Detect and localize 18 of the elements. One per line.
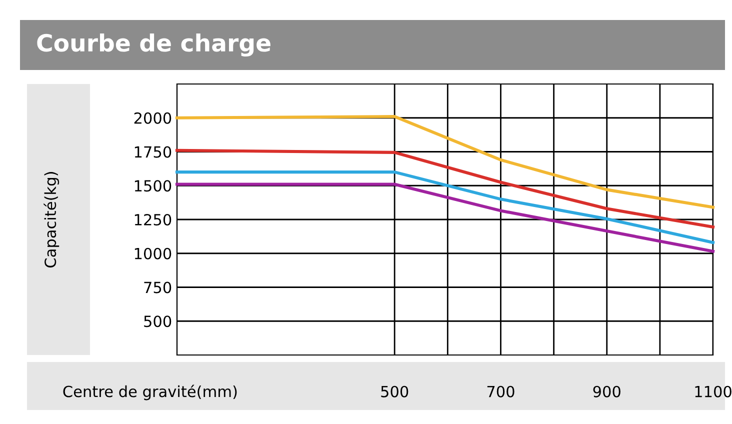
- y-tick-label: 1250: [134, 214, 172, 226]
- y-tick-label: 500: [144, 316, 172, 328]
- x-axis-title: Centre de gravité(mm): [63, 384, 237, 400]
- chart-title: Courbe de charge: [37, 33, 270, 57]
- y-axis-title: Capacité(kg): [44, 172, 60, 268]
- y-tick-label: 1500: [134, 180, 172, 192]
- x-tick-label: 1100: [695, 386, 732, 398]
- y-tick-label: 1000: [134, 248, 172, 260]
- line-series: [175, 170, 715, 244]
- line-series: [175, 148, 715, 228]
- y-tick-label: 1750: [134, 146, 172, 158]
- x-tick-label: 500: [381, 386, 408, 398]
- x-tick-label: 700: [487, 386, 514, 398]
- y-tick-label: 750: [144, 282, 172, 294]
- line-series: [175, 182, 715, 253]
- line-series: [175, 114, 715, 209]
- y-tick-label: 2000: [134, 112, 172, 124]
- x-tick-label: 900: [593, 386, 620, 398]
